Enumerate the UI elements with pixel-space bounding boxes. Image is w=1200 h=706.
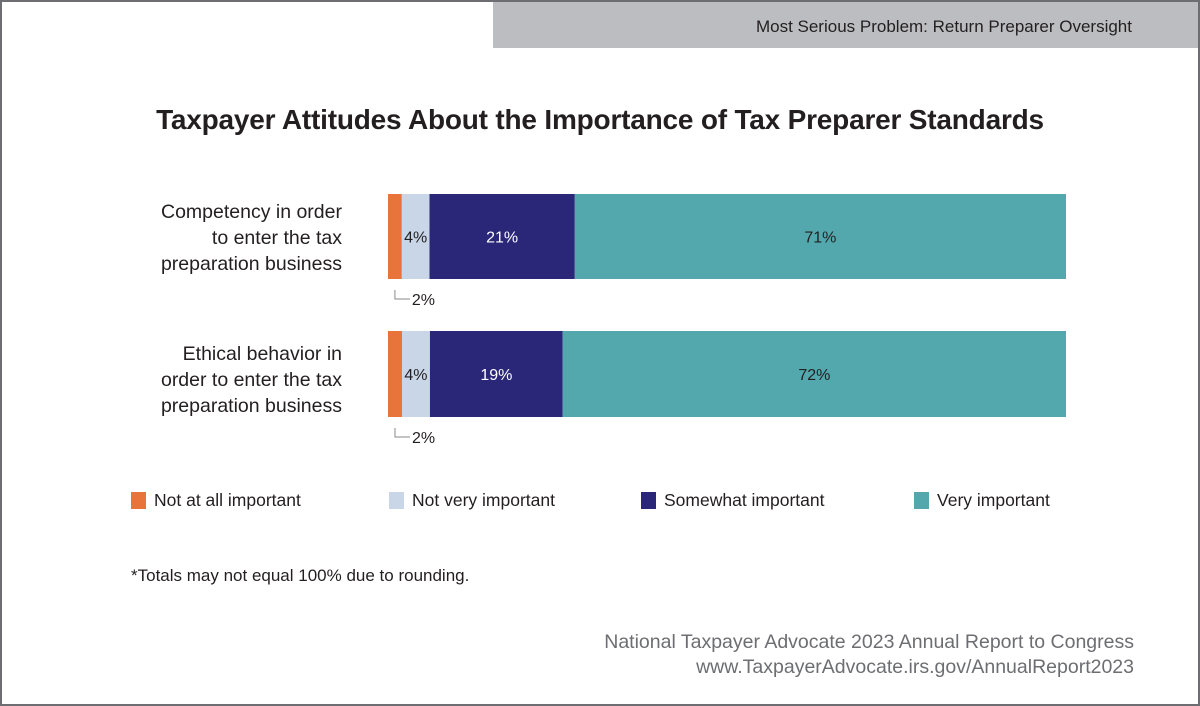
data-label: 71% [804,230,836,247]
data-label: 2% [412,430,435,447]
category-label-line: Ethical behavior in [182,343,342,365]
bar-segment [574,194,1066,279]
category-label-line: order to enter the tax [160,369,342,391]
legend-label: Somewhat important [664,490,825,510]
data-label: 4% [404,230,427,247]
data-label: 21% [486,230,518,247]
legend-swatch [131,492,146,509]
legend-label: Not at all important [154,490,301,510]
bar-group: 2% 4% 21% 71% [388,194,1066,309]
bar-segment [429,331,563,417]
legend-label: Not very important [412,490,555,510]
legend-item-not-very: Not very important [389,490,555,511]
bar-segment [429,194,575,279]
bar-segment [562,331,1066,417]
data-label: 4% [404,367,427,384]
legend-item-very: Very important [914,490,1050,511]
chart-title: Taxpayer Attitudes About the Importance … [156,104,1044,135]
data-label: 2% [412,292,435,309]
data-label: 19% [480,367,512,384]
section-header-text: Most Serious Problem: Return Preparer Ov… [755,17,1132,36]
category-label-line: preparation business [160,395,342,417]
legend-swatch [914,492,929,509]
bar-group: 2% 4% 19% 72% [388,331,1066,447]
callout-leader-line [394,290,410,300]
category-label-competency: Competency in order to enter the tax pre… [161,199,342,277]
source-line-report: National Taxpayer Advocate 2023 Annual R… [604,631,1134,653]
category-label-line: preparation business [160,253,342,275]
bar-segment [388,331,402,417]
bar-segment [401,331,430,417]
legend-swatch [389,492,404,509]
rounding-footnote: *Totals may not equal 100% due to roundi… [131,566,470,585]
bar-segment [388,194,402,279]
legend-label: Very important [937,490,1050,510]
section-header-band: Most Serious Problem: Return Preparer Ov… [493,2,1198,48]
category-label-ethical: Ethical behavior in order to enter the t… [161,341,342,419]
legend-item-somewhat: Somewhat important [641,490,825,511]
category-label-line: to enter the tax [211,227,342,249]
legend-swatch [641,492,656,509]
source-citation: National Taxpayer Advocate 2023 Annual R… [604,630,1134,680]
data-label: 72% [798,367,830,384]
source-line-url: www.TaxpayerAdvocate.irs.gov/AnnualRepor… [696,656,1134,678]
category-label-line: Competency in order [160,201,342,223]
legend-item-not-at-all: Not at all important [131,490,301,511]
bar-segment [401,194,430,279]
callout-leader-line [394,428,410,438]
